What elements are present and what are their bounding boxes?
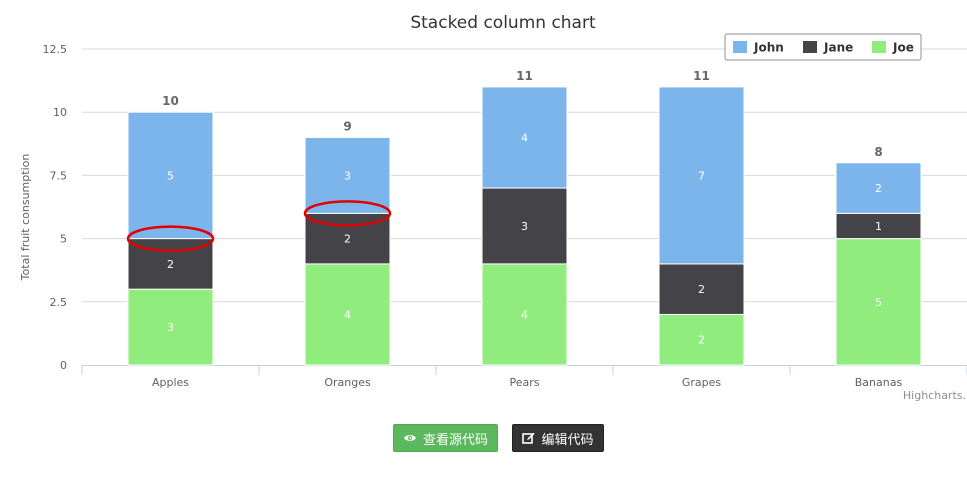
bar-segment-joe bbox=[835, 238, 922, 366]
x-tick-label: Grapes bbox=[682, 376, 722, 389]
legend-swatch-joe bbox=[872, 41, 886, 53]
bar-segment-john bbox=[835, 162, 922, 214]
legend-swatch-jane bbox=[803, 41, 817, 53]
bar-data-label: 4 bbox=[344, 308, 351, 321]
stack-total-label: 8 bbox=[874, 145, 882, 159]
legend-label-john: John bbox=[753, 41, 784, 55]
legend-label-jane: Jane bbox=[823, 41, 853, 55]
bar-data-label: 2 bbox=[698, 283, 705, 296]
y-tick-label: 7.5 bbox=[50, 169, 68, 182]
bar-data-label: 2 bbox=[344, 233, 351, 246]
legend-box bbox=[724, 33, 922, 61]
credits-label: Highcharts. bbox=[903, 389, 966, 402]
stack-total-label: 11 bbox=[516, 69, 533, 83]
bar-data-label: 1 bbox=[875, 220, 882, 233]
bar-data-label: 5 bbox=[875, 296, 882, 309]
y-tick-label: 12.5 bbox=[43, 43, 68, 56]
view-source-label: 查看源代码 bbox=[422, 432, 488, 448]
bar-segment-joe bbox=[304, 263, 391, 366]
stack-total-label: 9 bbox=[343, 119, 351, 133]
bar-data-label: 2 bbox=[698, 334, 705, 347]
legend-label-joe: Joe bbox=[892, 41, 914, 55]
bar-segment-jane bbox=[481, 187, 568, 265]
bar-segment-joe bbox=[658, 313, 745, 366]
y-tick-label: 5 bbox=[60, 233, 67, 246]
x-tick-label: Oranges bbox=[324, 376, 371, 389]
bar-segment-joe bbox=[481, 263, 568, 366]
edit-code-label: 编辑代码 bbox=[541, 432, 594, 448]
highlight-ellipse bbox=[303, 200, 392, 227]
y-tick-label: 10 bbox=[53, 106, 67, 119]
bar-segment-jane bbox=[835, 212, 922, 240]
view-source-button[interactable]: 查看源代码 bbox=[393, 424, 498, 452]
y-tick-label: 0 bbox=[60, 359, 67, 372]
x-tick-label: Pears bbox=[509, 376, 539, 389]
bar-data-label: 3 bbox=[521, 220, 528, 233]
bar-data-label: 4 bbox=[521, 308, 528, 321]
edit-icon bbox=[522, 432, 536, 444]
bar-data-label: 7 bbox=[698, 169, 705, 182]
bar-segment-jane bbox=[658, 263, 745, 315]
highlight-ellipse bbox=[126, 225, 215, 252]
x-tick-label: Apples bbox=[152, 376, 189, 389]
bar-data-label: 2 bbox=[875, 182, 882, 195]
stack-total-label: 10 bbox=[162, 94, 179, 108]
bar-data-label: 5 bbox=[167, 169, 174, 182]
bar-data-label: 3 bbox=[344, 169, 351, 182]
bar-segment-john bbox=[658, 86, 745, 265]
bar-segment-john bbox=[481, 86, 568, 189]
legend-swatch-john bbox=[733, 41, 747, 53]
stack-total-label: 11 bbox=[693, 69, 710, 83]
bar-data-label: 2 bbox=[167, 258, 174, 271]
eye-icon bbox=[403, 435, 416, 441]
bar-data-label: 3 bbox=[167, 321, 174, 334]
edit-code-button[interactable]: 编辑代码 bbox=[512, 424, 604, 452]
stacked-column-chart: Stacked column chart 0 2.5 5 7.5 10 12.5 Total … bbox=[19, 13, 967, 402]
y-tick-label: 2.5 bbox=[50, 296, 68, 309]
bar-segment-john bbox=[127, 111, 214, 240]
bar-data-label: 4 bbox=[521, 131, 528, 144]
x-tick-label: Bananas bbox=[855, 376, 903, 389]
chart-title: Stacked column chart bbox=[410, 13, 596, 33]
bar-segment-joe bbox=[127, 288, 214, 366]
y-axis-title: Total fruit consumption bbox=[19, 154, 32, 282]
